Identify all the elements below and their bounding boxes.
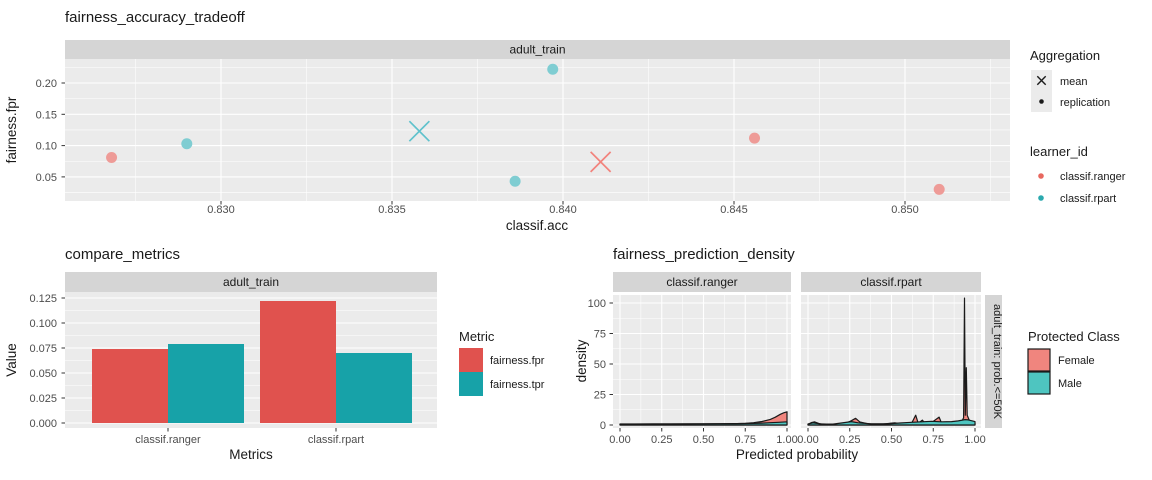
learner-legend-title: learner_id: [1030, 144, 1088, 159]
bar: [336, 353, 412, 423]
dot-marker-icon: [1039, 99, 1044, 104]
tradeoff-facet-label: adult_train: [509, 43, 565, 57]
density-layer: [619, 411, 788, 426]
x-tick-label: 0.50: [881, 434, 902, 446]
scatter-point: [547, 63, 559, 75]
y-tick-label: 50: [594, 359, 606, 371]
protected-female-label: Female: [1058, 355, 1095, 367]
x-tick-label: 0.850: [891, 204, 919, 216]
y-tick-label: 0.20: [36, 78, 57, 90]
tradeoff-plot-area: 0.830 0.835 0.840 0.845 0.850 0.05 0.10 0.15 0.2…: [36, 59, 1010, 216]
x-tick-label: 0.835: [378, 204, 406, 216]
compare-x-axis-title: Metrics: [229, 447, 273, 462]
learner-ranger-label: classif.ranger: [1060, 171, 1126, 183]
learner-rpart-label: classif.rpart: [1060, 193, 1116, 205]
protected-male-label: Male: [1058, 378, 1082, 390]
x-tick-label: 1.00: [964, 434, 985, 446]
x-tick-label: 1.00: [776, 434, 797, 446]
density-facet-strip-ranger: [613, 272, 791, 292]
tradeoff-y-axis-title: fairness.fpr: [4, 96, 19, 163]
x-tick-label: 0.00: [797, 434, 818, 446]
compare-facet-label: adult_train: [223, 275, 279, 289]
aggregation-mean-label: mean: [1060, 76, 1088, 88]
learner-ranger-swatch: [1038, 173, 1044, 179]
tradeoff-x-axis-title: classif.acc: [506, 218, 569, 233]
mean-cross-icon: [590, 151, 612, 173]
protected-legend-title: Protected Class: [1028, 329, 1120, 344]
x-tick-label: 0.50: [693, 434, 714, 446]
y-tick-label: 0.10: [36, 141, 57, 153]
scatter-point: [749, 132, 761, 144]
metric-tpr-label: fairness.tpr: [490, 379, 545, 391]
density-panel: [613, 295, 791, 428]
density-facet-label-rpart: classif.rpart: [860, 275, 922, 289]
metric-fpr-swatch: [459, 348, 483, 372]
density-curve: [619, 421, 788, 426]
density-facet-label-ranger: classif.ranger: [666, 275, 737, 289]
x-tick-label: 0.75: [923, 434, 944, 446]
y-tick-label: 0: [600, 420, 606, 432]
y-tick-label: 0.15: [36, 109, 57, 121]
x-tick-label: 0.830: [207, 204, 235, 216]
compare-facet-strip: [65, 272, 437, 292]
aggregation-legend-title: Aggregation: [1030, 48, 1100, 63]
scatter-point: [181, 138, 193, 150]
x-tick-label: 0.25: [651, 434, 672, 446]
density-right-strip-label: adult_train: prob.<=50K: [991, 304, 1003, 420]
protected-male-swatch: [1027, 371, 1051, 395]
density-layer: [807, 297, 976, 426]
learner-rpart-swatch: [1038, 195, 1044, 201]
y-tick-label: 0.125: [29, 293, 57, 305]
protected-female-swatch: [1027, 348, 1051, 372]
compare-y-axis-title: Value: [4, 343, 19, 377]
density-y-axis-title: density: [574, 339, 589, 382]
x-tick-label: 0.845: [720, 204, 748, 216]
metric-legend-title: Metric: [459, 329, 495, 344]
x-tick-label: classif.rpart: [308, 434, 364, 446]
metric-fpr-label: fairness.fpr: [490, 355, 545, 367]
bar: [92, 349, 168, 423]
y-tick-label: 0.025: [29, 393, 57, 405]
x-tick-label: 0.00: [609, 434, 630, 446]
metric-tpr-swatch: [459, 372, 483, 396]
density-plot-area: 0.00 0.25 0.50 0.75 1.00 0.00 0.25 0.50 0.75 1.00…: [588, 295, 986, 446]
y-tick-label: 75: [594, 329, 606, 341]
tradeoff-title: fairness_accuracy_tradeoff: [65, 9, 246, 26]
scatter-point: [509, 175, 521, 187]
y-tick-label: 0.075: [29, 343, 57, 355]
scatter-point: [933, 183, 945, 195]
mean-cross-icon: [408, 120, 430, 142]
x-tick-label: classif.ranger: [135, 434, 201, 446]
y-tick-label: 0.000: [29, 418, 57, 430]
x-tick-label: 0.840: [549, 204, 577, 216]
density-curve: [807, 419, 976, 426]
density-x-axis-title: Predicted probability: [736, 447, 859, 462]
x-tick-label: 0.75: [735, 434, 756, 446]
scatter-point: [106, 151, 118, 163]
compare-title: compare_metrics: [65, 246, 180, 263]
tradeoff-facet-strip: [65, 40, 1010, 59]
aggregation-replication-label: replication: [1060, 97, 1110, 109]
y-tick-label: 0.05: [36, 172, 57, 184]
y-tick-label: 0.100: [29, 318, 57, 330]
x-marker-icon: [1036, 75, 1047, 86]
y-tick-label: 100: [588, 298, 606, 310]
bar: [168, 344, 244, 423]
x-tick-label: 0.25: [839, 434, 860, 446]
compare-plot-area: classif.ranger classif.rpart 0.000 0.025 0.0…: [29, 292, 437, 446]
bar: [260, 301, 336, 423]
density-facet-strip-rpart: [801, 272, 981, 292]
density-right-strip: [985, 295, 1002, 428]
y-tick-label: 25: [594, 390, 606, 402]
y-tick-label: 0.050: [29, 368, 57, 380]
density-title: fairness_prediction_density: [613, 246, 795, 263]
